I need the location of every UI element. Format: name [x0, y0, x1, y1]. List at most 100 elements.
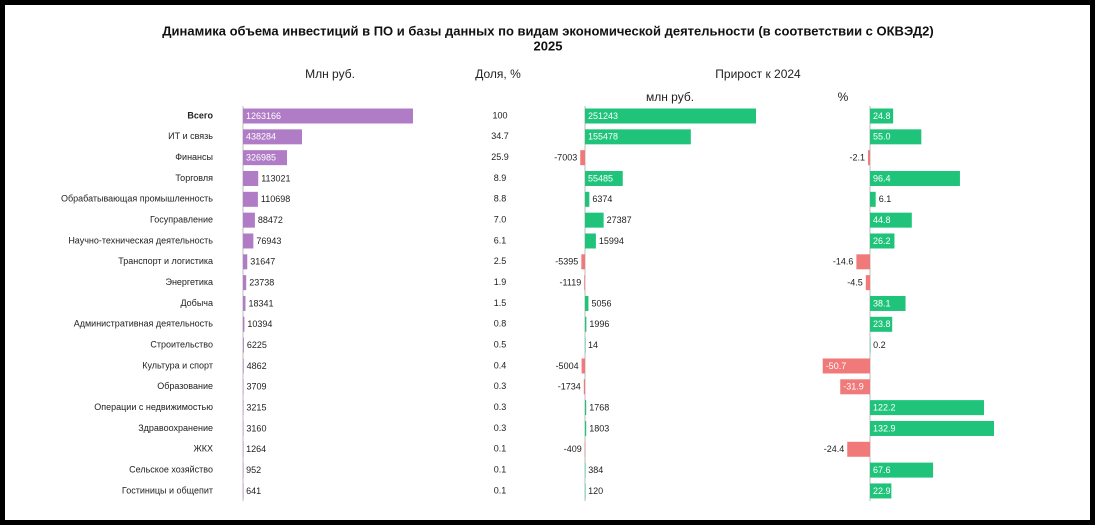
bar — [847, 441, 870, 457]
value-label: 110698 — [261, 194, 290, 204]
bar — [585, 420, 587, 436]
bar — [243, 337, 244, 353]
value-label: 3709 — [246, 382, 266, 392]
bar — [870, 462, 934, 478]
bar — [243, 129, 302, 145]
share-value: 8.9 — [494, 173, 507, 183]
category-label: Транспорт и логистика — [118, 256, 213, 266]
bar — [856, 254, 870, 270]
value-label: 326985 — [246, 153, 276, 163]
share-value: 0.1 — [494, 464, 507, 474]
category-label: Культура и спорт — [142, 360, 213, 370]
category-label: Строительство — [150, 340, 213, 350]
share-value: 0.3 — [494, 402, 507, 412]
bar — [243, 400, 244, 416]
bar — [585, 129, 691, 145]
column-header: Доля, % — [475, 67, 521, 81]
value-label: 1768 — [589, 402, 609, 412]
value-label: 10394 — [247, 319, 272, 329]
value-label: 27387 — [607, 215, 632, 225]
share-value: 1.9 — [494, 277, 507, 287]
bar — [870, 108, 894, 124]
category-label: Добыча — [180, 298, 213, 308]
bar — [243, 254, 248, 270]
column-header: % — [838, 90, 849, 104]
value-label: -409 — [564, 444, 582, 454]
value-label: -50.7 — [826, 361, 847, 371]
value-label: 155478 — [588, 132, 618, 142]
bar — [580, 150, 585, 166]
value-label: 15994 — [599, 236, 624, 246]
value-label: 3160 — [246, 423, 266, 433]
category-label: Научно-техническая деятельность — [68, 235, 213, 245]
category-label: Госуправление — [150, 215, 213, 225]
bar — [870, 212, 912, 228]
share-value: 6.1 — [494, 235, 507, 245]
value-label: 6374 — [592, 194, 612, 204]
category-label: ИТ и связь — [168, 131, 213, 141]
share-value: 0.1 — [494, 444, 507, 454]
bar — [585, 316, 587, 332]
bar — [585, 170, 623, 186]
category-label: Здравоохранение — [138, 423, 213, 433]
share-value: 8.8 — [494, 194, 507, 204]
bar — [243, 275, 247, 291]
value-label: 438284 — [246, 132, 276, 142]
bar — [585, 295, 589, 311]
bar — [870, 191, 876, 207]
bar — [870, 420, 994, 436]
value-label: 55485 — [588, 173, 613, 183]
category-label: Гостиницы и общепит — [122, 485, 213, 495]
bar — [584, 441, 586, 457]
value-label: 952 — [246, 465, 261, 475]
value-label: 88472 — [258, 215, 283, 225]
value-label: 0.2 — [873, 340, 886, 350]
bar — [870, 316, 893, 332]
bar — [243, 150, 288, 166]
bar — [870, 170, 960, 186]
share-value: 34.7 — [491, 131, 509, 141]
category-label: Финансы — [175, 152, 213, 162]
value-label: 1264 — [246, 444, 266, 454]
bar — [581, 358, 585, 374]
category-label: Энергетика — [165, 277, 213, 287]
category-label: Операции с недвижимостью — [94, 402, 213, 412]
bar — [585, 337, 586, 353]
value-label: -1734 — [558, 382, 581, 392]
value-label: 6225 — [247, 340, 267, 350]
bar — [243, 483, 244, 499]
value-label: 3215 — [246, 402, 266, 412]
category-label: Образование — [157, 381, 213, 391]
bar — [243, 316, 245, 332]
bar — [865, 275, 870, 291]
value-label: 26.2 — [873, 236, 891, 246]
value-label: 24.8 — [873, 111, 891, 121]
value-label: 76943 — [256, 236, 281, 246]
category-label: Обрабатывающая промышленность — [61, 194, 213, 204]
bar — [243, 295, 246, 311]
value-label: -5004 — [556, 361, 579, 371]
bar — [243, 233, 254, 249]
value-label: 384 — [588, 465, 603, 475]
value-label: 23738 — [249, 278, 274, 288]
value-label: 55.0 — [873, 132, 891, 142]
share-value: 1.5 — [494, 298, 507, 308]
value-label: 31647 — [250, 257, 275, 267]
share-value: 0.3 — [494, 423, 507, 433]
value-label: 23.8 — [873, 319, 891, 329]
value-label: -1119 — [560, 278, 582, 288]
value-label: -4.5 — [847, 278, 863, 288]
category-label: Торговля — [175, 173, 213, 183]
value-label: 67.6 — [873, 465, 891, 475]
chart-subtitle: 2025 — [534, 38, 563, 53]
value-label: 122.2 — [873, 402, 896, 412]
bar — [870, 295, 906, 311]
bar — [822, 358, 870, 374]
bar — [243, 170, 259, 186]
value-label: 22.9 — [873, 486, 891, 496]
column-header: Млн руб. — [305, 67, 355, 81]
bar — [585, 233, 596, 249]
bar — [243, 441, 244, 457]
